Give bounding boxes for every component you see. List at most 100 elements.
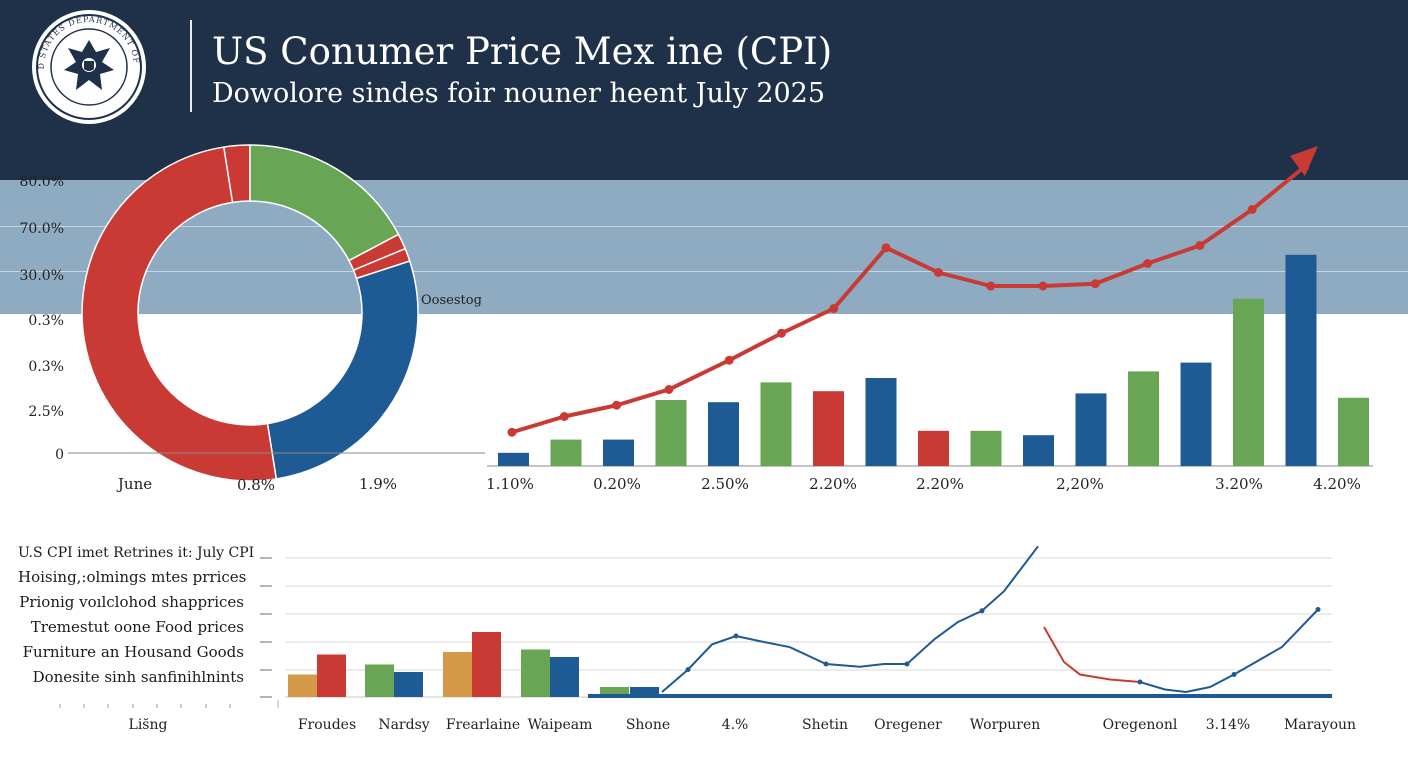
bar <box>1338 397 1369 466</box>
trend-point <box>612 400 622 410</box>
legend-item: Prionig voılclohod shapprices <box>19 593 244 611</box>
trend-point <box>933 268 943 277</box>
bar-x-label: 0.20% <box>593 475 641 493</box>
blue-point <box>1315 607 1321 612</box>
bar <box>655 400 687 466</box>
bar <box>603 439 634 466</box>
blue-line-right <box>1139 608 1319 694</box>
pie-slice <box>266 260 419 480</box>
group-bar <box>394 672 423 697</box>
bottom-legend: U.S CPI imet Retrines it: July CPI Hoisi… <box>18 545 255 686</box>
bar <box>708 402 739 466</box>
group-bar <box>443 652 472 697</box>
bar <box>1128 371 1159 466</box>
legend-item: Tremestut oone Food prices <box>30 618 244 636</box>
trend-point <box>724 355 734 365</box>
bottom-x-label: Oregener <box>874 717 942 733</box>
band-gridline <box>0 271 1408 272</box>
bar <box>550 439 582 466</box>
blue-line <box>661 545 1039 693</box>
trend-point <box>881 243 891 253</box>
pie-x-label: 0.8% <box>237 476 275 494</box>
group-bar <box>550 657 579 697</box>
trend-point <box>1247 205 1257 214</box>
bottom-x-label: Shone <box>626 717 670 733</box>
group-bar <box>521 649 550 697</box>
bottom-x-label: 3.14% <box>1206 717 1250 733</box>
trend-point <box>986 281 996 291</box>
group-label: Froudes <box>298 717 356 733</box>
y-tick-label: 0.3% <box>28 313 64 329</box>
bar-x-label: 2.50% <box>701 475 749 493</box>
y-tick-label: 2.5% <box>28 404 64 420</box>
bar-x-label: 4.20% <box>1313 475 1361 493</box>
bar <box>1233 298 1264 466</box>
trend-point <box>1143 259 1153 268</box>
group-label: Frearlaine <box>446 717 520 733</box>
bottom-x-label: Worpuren <box>970 717 1041 733</box>
pie-slice <box>81 146 278 482</box>
bar <box>498 452 529 466</box>
bottom-x-label: Shetin <box>802 717 848 733</box>
blue-point <box>823 661 829 667</box>
y-tick-label: 0.3% <box>28 359 64 375</box>
bar <box>813 391 844 466</box>
trend-point <box>664 385 674 394</box>
trend-point <box>1090 279 1100 289</box>
bar-x-label: 2.20% <box>809 475 857 493</box>
bar-x-label: 2,20% <box>1056 475 1104 493</box>
bar <box>1075 393 1107 466</box>
bottom-x-label: Marayoun <box>1284 717 1356 733</box>
bottom-x-label: Oregenonl <box>1103 717 1178 733</box>
pie-annotation: Oosestog <box>421 293 482 308</box>
y-tick-label: 0 <box>55 447 64 463</box>
blue-point <box>1231 672 1237 677</box>
page-subtitle: Dowolore sindes foir nouner heent July 2… <box>212 78 826 109</box>
blue-point <box>685 667 691 673</box>
group-bar <box>472 632 501 697</box>
header-divider <box>190 20 192 112</box>
bar-x-label: 1.10% <box>486 475 534 493</box>
bar <box>865 378 897 466</box>
blue-point <box>904 661 910 667</box>
bar <box>1180 362 1212 466</box>
bar-x-label: 2.20% <box>916 475 964 493</box>
y-tick-label: 30.0% <box>20 268 64 284</box>
page-title: US Conumer Price Mex ine (CPI) <box>212 30 833 73</box>
bar <box>1023 435 1054 466</box>
group-bar <box>630 687 659 697</box>
trend-point <box>1195 241 1205 250</box>
band-gridline <box>0 226 1408 227</box>
bar <box>970 430 1002 466</box>
group-label: Nardsy <box>378 717 429 733</box>
pie-x-label: June <box>116 475 152 493</box>
y-tick-label: 70.0% <box>20 221 64 237</box>
blue-point <box>733 633 739 639</box>
trend-point <box>1038 281 1048 291</box>
legend-item: Donesite sinh sanfinihlnints <box>32 668 244 686</box>
bottom-x-label: 4.% <box>722 717 749 733</box>
bottom-chart-title: U.S CPI imet Retrines it: July CPI <box>18 545 255 561</box>
trend-point <box>777 328 786 338</box>
pie-slice <box>249 144 400 262</box>
trend-line <box>511 165 1306 435</box>
bar <box>1285 254 1317 466</box>
trend-arrow-head <box>1290 146 1318 176</box>
group-bar <box>600 687 629 697</box>
group-label: Waipeam <box>528 717 593 733</box>
trend-point <box>507 427 517 437</box>
blue-point <box>1137 679 1143 685</box>
red-line <box>1043 626 1141 683</box>
pie-x-label: 1.9% <box>359 475 397 493</box>
y-tick-label: 80.0% <box>20 174 64 190</box>
legend-item: Hoising,:olmings mtes prrices <box>18 568 247 586</box>
group-bar <box>288 674 317 697</box>
group-bar <box>365 664 394 697</box>
trend-point <box>559 412 569 421</box>
bottom-y-label: Lis̆ng <box>129 717 168 733</box>
trend-point <box>829 304 839 313</box>
blue-point <box>979 608 985 614</box>
bar-x-label: 3.20% <box>1215 475 1263 493</box>
department-seal-icon: UNITED STATES DEPARTMENT OF LABOR <box>30 8 146 124</box>
